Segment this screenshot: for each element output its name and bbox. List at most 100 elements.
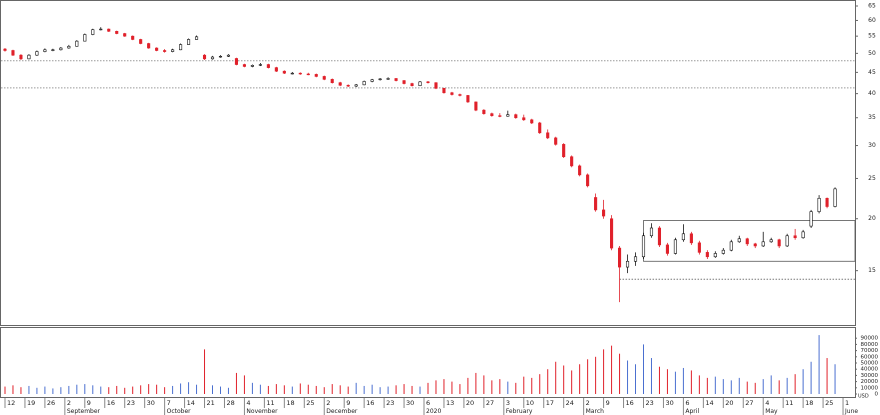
x-tick-label: 6 (426, 399, 430, 407)
candle-body (67, 45, 71, 49)
y-tick-label: 35 (868, 114, 876, 121)
candle-body (202, 54, 207, 60)
volume-tick-label: 90000 (861, 336, 879, 342)
volume-tick-label: 40000 (861, 367, 879, 373)
candle-body (322, 76, 326, 80)
candle-body (673, 239, 677, 254)
y-tick-label: 55 (868, 33, 876, 40)
x-tick-label: 21 (207, 399, 215, 407)
x-tick-label: 11 (266, 399, 274, 407)
x-tick-label: 4 (765, 399, 769, 407)
candle-body (354, 84, 358, 87)
candle-body (522, 117, 526, 121)
volume-tick-label: 0 (875, 392, 879, 398)
candle-body (641, 235, 646, 258)
candle-body (713, 253, 717, 258)
candle-body (298, 72, 302, 75)
candle-body (282, 70, 286, 74)
candle-body (266, 64, 270, 68)
candle-body (562, 144, 566, 158)
candle-body (530, 119, 534, 124)
candle-body (769, 239, 773, 243)
month-label: 2020 (426, 408, 441, 415)
candle-body (210, 56, 215, 60)
x-tick-label: 12 (7, 399, 15, 407)
month-label: March (586, 408, 604, 415)
candle-body (155, 47, 159, 51)
volume-tick-label: 80000 (861, 342, 879, 348)
candle-body (498, 115, 502, 117)
month-label: December (326, 408, 358, 415)
volume-tick-label: 60000 (861, 354, 879, 360)
x-tick-label: 16 (366, 399, 374, 407)
candle-body (514, 114, 518, 119)
currency-label: USD (858, 394, 869, 400)
candle-body (785, 235, 789, 247)
volume-tick-label: 50000 (861, 361, 879, 367)
candle-body (418, 81, 422, 86)
x-tick-label: 2 (67, 399, 71, 407)
volume-tick-label: 30000 (861, 373, 879, 379)
candle-body (633, 256, 638, 262)
candle-body (218, 55, 223, 58)
volume-tick-label: 20000 (861, 379, 879, 385)
candle-body (705, 252, 709, 258)
volume-tick-label: 70000 (861, 348, 879, 354)
month-label: October (167, 408, 192, 415)
candle-body (578, 165, 582, 176)
x-tick-label: 25 (306, 399, 314, 407)
candle-body (833, 188, 837, 207)
candle-body (825, 197, 829, 207)
candle-body (3, 48, 7, 51)
x-tick-label: 13 (446, 399, 454, 407)
x-tick-label: 30 (665, 399, 673, 407)
y-tick-label: 45 (868, 69, 876, 76)
x-tick-label: 27 (486, 399, 494, 407)
candle-body (362, 81, 366, 86)
candle-body (314, 74, 318, 77)
x-tick-label: 4 (246, 399, 250, 407)
candle-body (51, 49, 55, 51)
candle-body (490, 113, 494, 116)
candle-body (27, 54, 31, 60)
candle-body (179, 44, 183, 51)
candle-body (306, 73, 310, 76)
y-tick-label: 15 (868, 267, 876, 274)
x-tick-label: 1 (845, 399, 849, 407)
candle-body (115, 31, 119, 34)
candle-body (410, 83, 414, 86)
x-tick-label: 30 (147, 399, 155, 407)
candle-body (657, 227, 662, 246)
candle-body (83, 34, 87, 42)
candle-body (226, 54, 231, 57)
x-tick-label: 14 (187, 399, 195, 407)
month-label: June (844, 408, 858, 415)
candle-body (729, 241, 733, 251)
x-tick-label: 7 (167, 399, 171, 407)
month-label: April (685, 408, 699, 415)
y-tick-label: 50 (868, 50, 876, 57)
candle-body (817, 197, 821, 212)
candle-body (602, 209, 606, 217)
candle-body (394, 78, 398, 81)
candle-body (745, 238, 749, 245)
volume-tick-label: 10000 (861, 385, 879, 391)
candle-body (793, 235, 797, 239)
candle-body (474, 101, 478, 111)
candle-body (689, 233, 693, 244)
month-label: September (67, 408, 101, 415)
candle-body (402, 80, 406, 84)
candle-body (753, 243, 757, 247)
y-tick-label: 30 (868, 142, 876, 149)
candle-body (625, 260, 630, 268)
x-tick-label: 10 (526, 399, 534, 407)
candle-body (274, 67, 278, 72)
candle-body (482, 109, 486, 114)
x-tick-label: 16 (626, 399, 634, 407)
x-tick-label: 2 (326, 399, 330, 407)
candle-body (586, 174, 590, 187)
x-tick-label: 16 (107, 399, 115, 407)
candle-body (777, 239, 781, 247)
x-tick-label: 9 (606, 399, 610, 407)
